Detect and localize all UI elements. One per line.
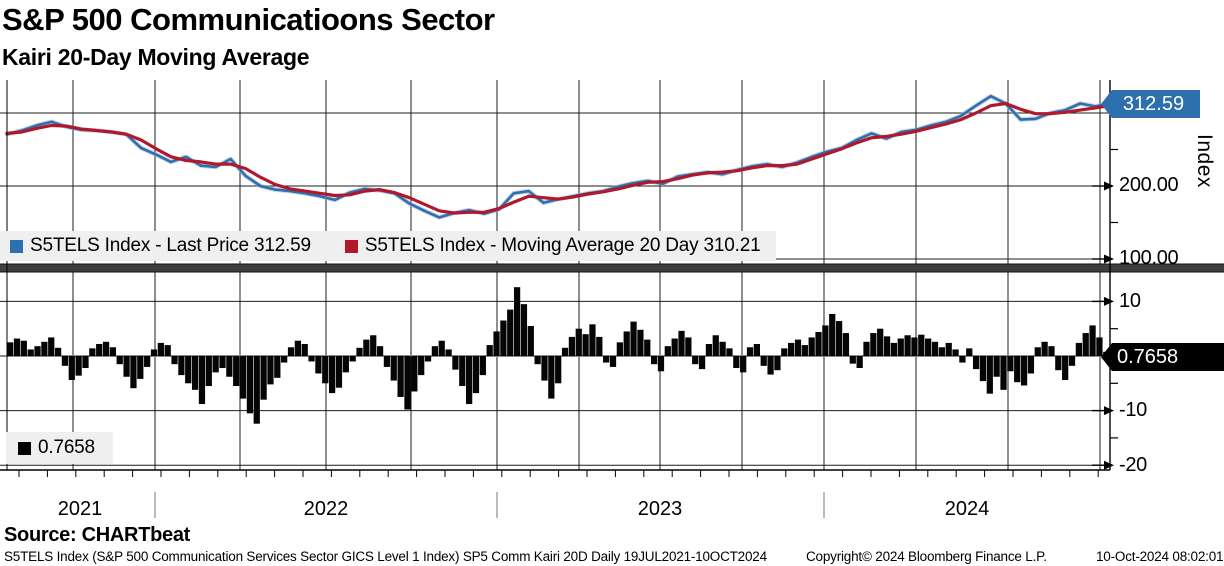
legend-last-price-label: S5TELS Index - Last Price 312.59 — [30, 235, 311, 256]
y-tick-minus20: -20 — [1119, 454, 1148, 476]
legend-kairi-value: 0.7658 — [38, 437, 95, 458]
y-tick-minus10: -10 — [1119, 399, 1148, 421]
y-tick-100: 100.00 — [1119, 247, 1179, 269]
x-tick-2023: 2023 — [637, 498, 683, 520]
moving-average-swatch-icon — [344, 239, 358, 253]
chart-title: S&P 500 Communicatioons Sector — [2, 2, 495, 37]
legend-item-moving-average: S5TELS Index - Moving Average 20 Day 310… — [344, 235, 761, 257]
bottom-panel-legend: 0.7658 — [6, 432, 113, 464]
y-axis-unit-label: Index — [1193, 134, 1216, 188]
footer-copyright: Copyright© 2024 Bloomberg Finance L.P. — [806, 549, 1047, 564]
y-tick-plus10: 10 — [1119, 290, 1141, 312]
legend-item-last-price: S5TELS Index - Last Price 312.59 — [10, 235, 311, 257]
last-price-swatch-icon — [10, 239, 23, 253]
legend-moving-average-label: S5TELS Index - Moving Average 20 Day 310… — [364, 235, 761, 256]
source-line: Source: CHARTbeat — [4, 524, 191, 546]
legend-item-kairi: 0.7658 — [18, 437, 95, 459]
last-price-tag: 312.59 — [1101, 90, 1200, 118]
kairi-swatch-icon — [18, 441, 31, 455]
chart-subtitle: Kairi 20-Day Moving Average — [2, 44, 310, 70]
x-tick-2024: 2024 — [944, 498, 990, 520]
x-tick-2021: 2021 — [57, 498, 103, 520]
top-panel-legend: S5TELS Index - Last Price 312.59 S5TELS … — [0, 231, 777, 261]
footer-timestamp: 10-Oct-2024 08:02:01 — [1096, 549, 1224, 564]
x-tick-2022: 2022 — [303, 498, 349, 520]
kairi-value-tag: 0.7658 — [1101, 343, 1224, 371]
footer-disclaimer: S5TELS Index (S&P 500 Communication Serv… — [4, 549, 767, 564]
y-tick-200: 200.00 — [1119, 174, 1179, 196]
